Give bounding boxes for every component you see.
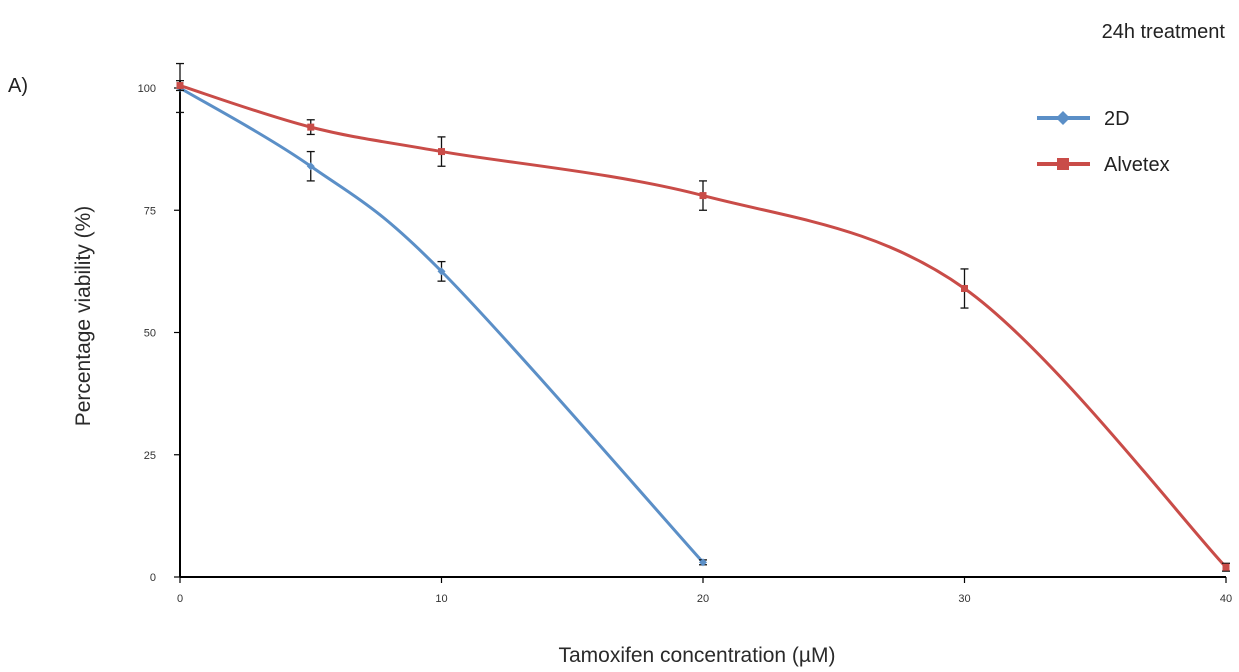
legend-label-alvetex: Alvetex	[1104, 154, 1170, 176]
data-point-2d	[306, 162, 315, 171]
y-tick-label: 50	[144, 328, 156, 340]
x-axis-title: Tamoxifen concentration (µM)	[558, 644, 835, 667]
series-line-alvetex	[178, 84, 1228, 569]
x-tick-label: 20	[697, 593, 709, 605]
data-point-alvetex	[699, 192, 707, 200]
legend-label-2d: 2D	[1104, 108, 1130, 130]
legend-marker-2d	[1056, 111, 1070, 125]
data-point-alvetex	[438, 148, 445, 156]
y-tick-label: 25	[144, 450, 156, 462]
plot-area: 0 10 20 30 40 0 25 50 75 100	[138, 62, 1232, 605]
data-point-alvetex	[307, 123, 315, 131]
x-tick-label: 30	[958, 593, 970, 605]
legend-item-alvetex: Alvetex	[1037, 154, 1170, 176]
y-tick-label: 100	[138, 83, 156, 95]
data-point-alvetex	[961, 284, 968, 292]
x-tick-label: 0	[177, 593, 183, 605]
chart-title: 24h treatment	[1102, 21, 1226, 43]
y-tick-label: 75	[144, 205, 156, 217]
legend-item-2d: 2D	[1037, 108, 1130, 130]
y-axis-title: Percentage viability (%)	[72, 206, 95, 427]
legend-marker-alvetex	[1057, 158, 1069, 170]
panel-label: A)	[8, 75, 28, 97]
legend: 2D Alvetex	[1037, 108, 1170, 176]
data-point-alvetex	[1222, 563, 1230, 571]
data-point-2d	[437, 267, 446, 276]
y-tick-label: 0	[150, 572, 156, 584]
data-point-2d	[699, 558, 707, 567]
x-tick-label: 40	[1220, 593, 1232, 605]
data-point-alvetex	[176, 82, 184, 90]
series-line-2d	[178, 86, 705, 564]
x-tick-label: 10	[435, 593, 447, 605]
